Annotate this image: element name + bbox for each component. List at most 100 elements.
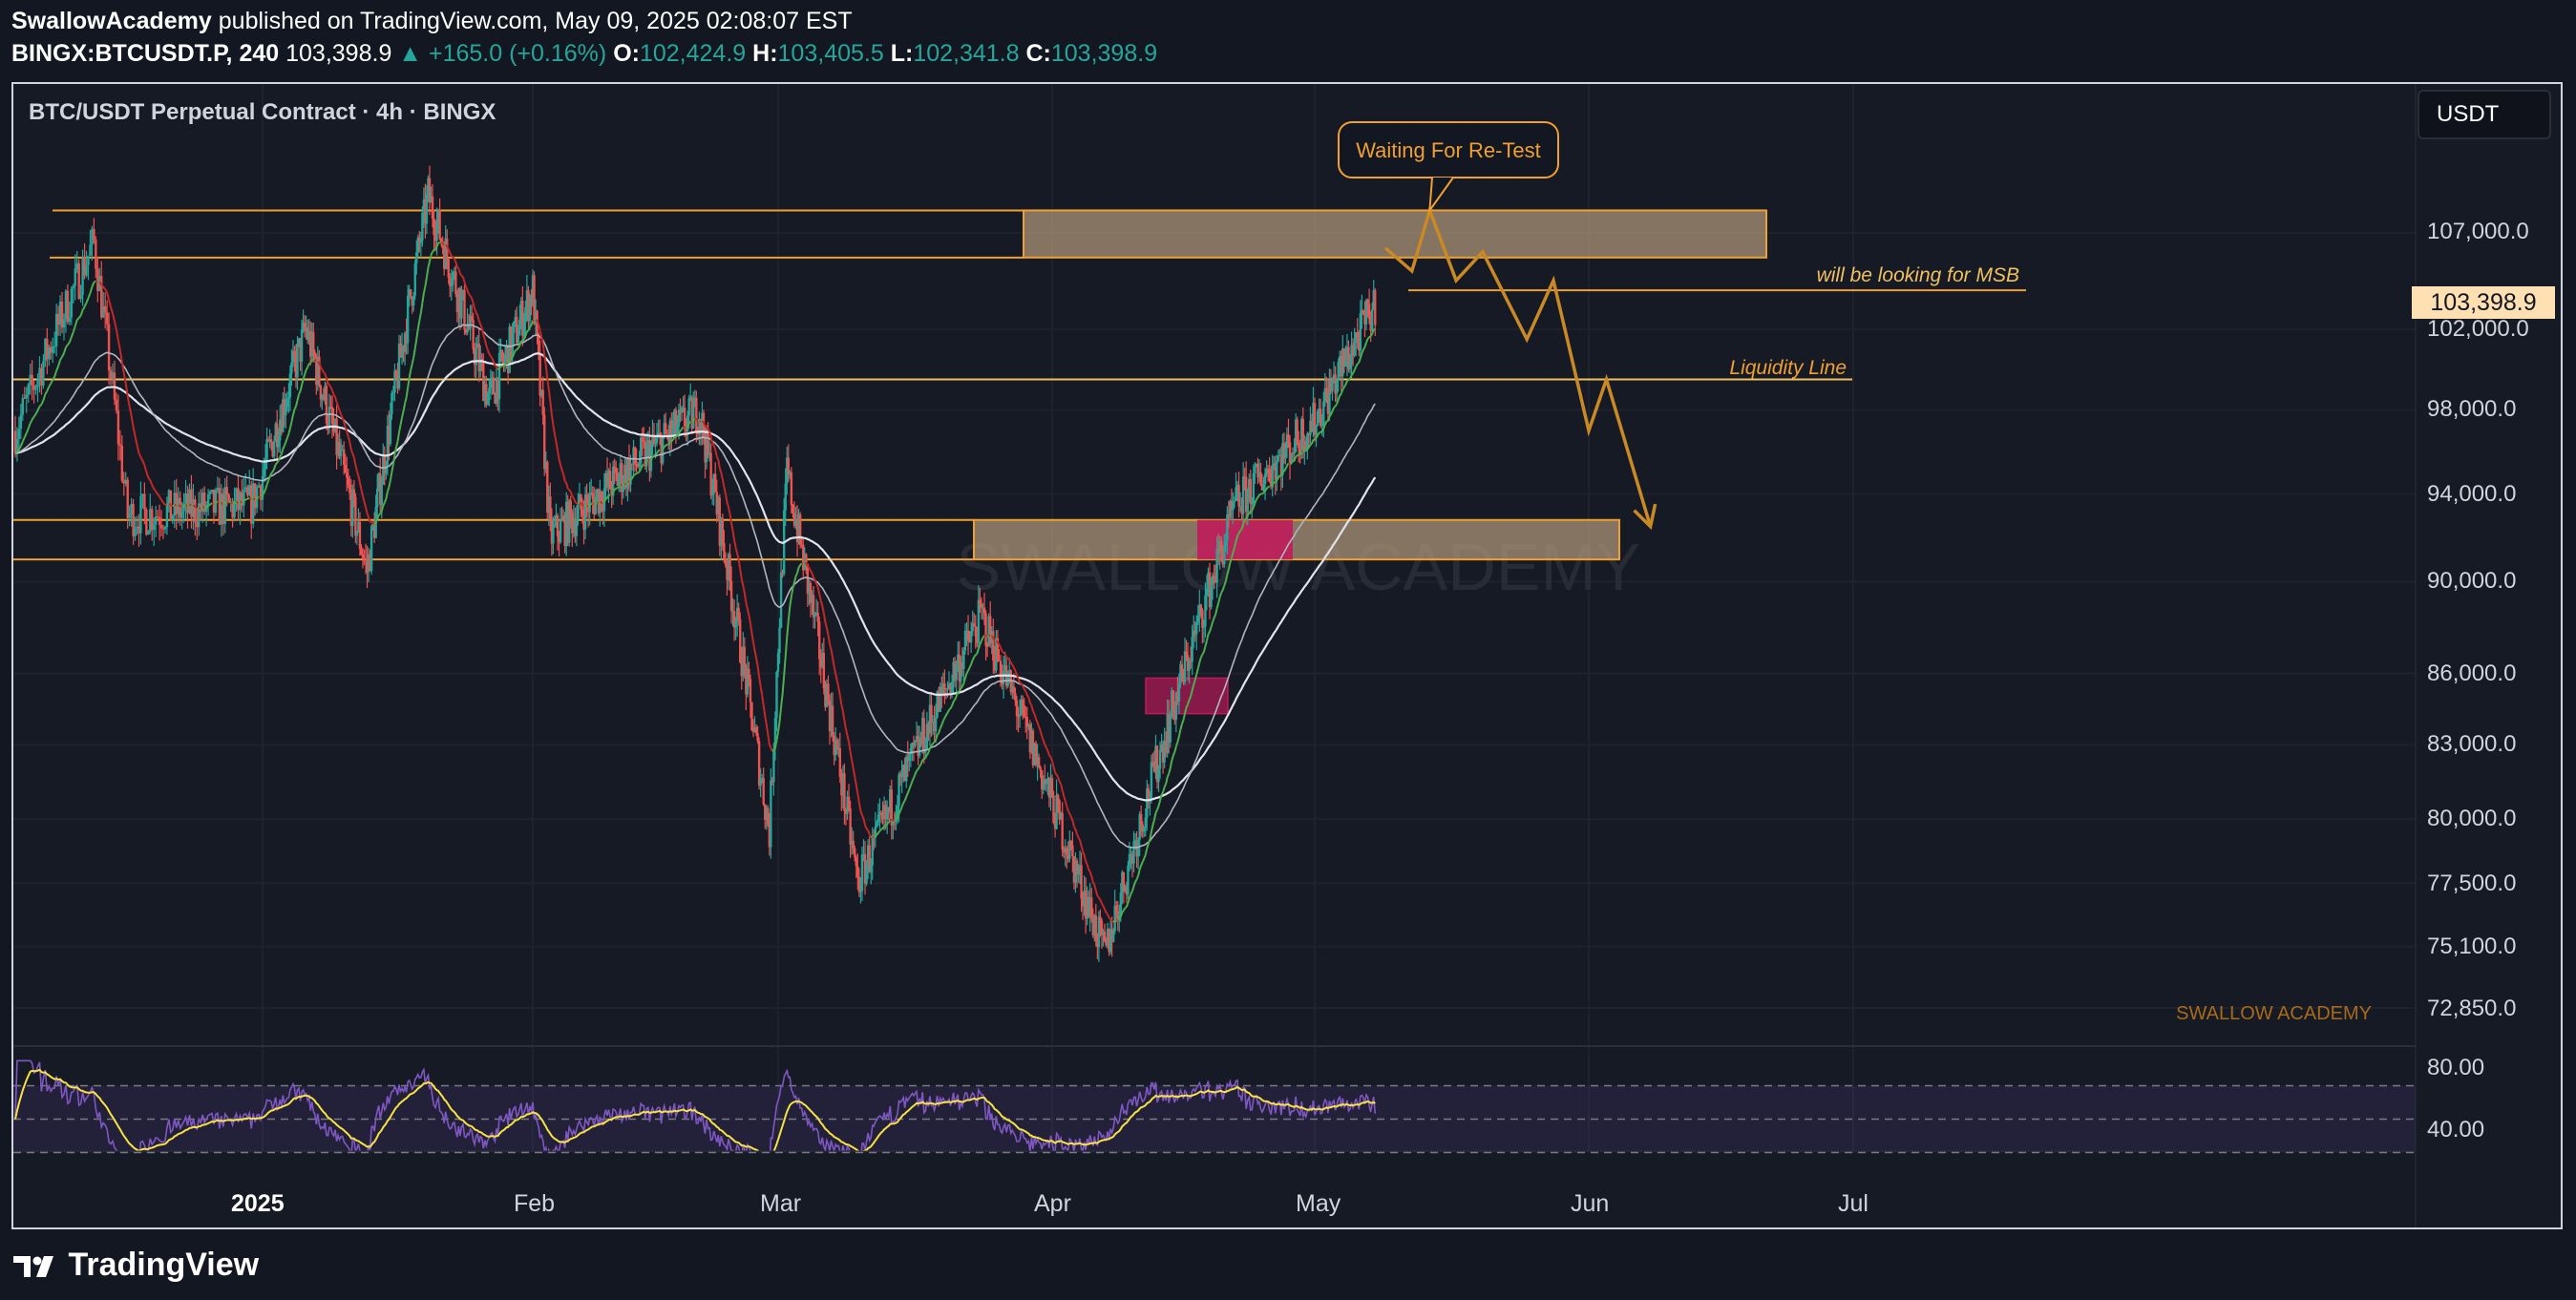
candle-body (712, 473, 715, 494)
ma-20-segment (644, 461, 648, 465)
chart-panel[interactable] (11, 82, 2563, 1229)
ma-20-segment (926, 752, 930, 756)
candle-body (70, 288, 74, 318)
ma-20-segment (1027, 697, 1031, 703)
ma-20-segment (568, 489, 572, 493)
candle-body (748, 668, 750, 680)
ma-20-segment (651, 454, 655, 458)
ma-20-segment (1331, 407, 1335, 412)
ma-20-segment (418, 312, 422, 322)
currency-button[interactable]: USDT (2418, 90, 2551, 139)
candle-body (1355, 332, 1358, 343)
candle-body (658, 432, 662, 434)
candle-body (1199, 604, 1203, 610)
ma-20-segment (873, 835, 876, 838)
ma-20-segment (412, 347, 416, 358)
ma-20-segment (1124, 906, 1128, 910)
candle-body (1241, 476, 1245, 514)
ma-20-segment (899, 807, 903, 811)
ma-20-segment (460, 275, 464, 278)
candle-body (874, 827, 877, 838)
ma-20-segment (174, 503, 178, 507)
ma-20-segment (341, 417, 346, 423)
candle-body (856, 866, 859, 877)
ma-20-segment (1230, 552, 1235, 558)
ma-20-segment (625, 480, 629, 485)
ma-20-segment (337, 406, 341, 411)
candle-body (268, 439, 271, 442)
candle-body (759, 779, 762, 786)
ma-20-segment (230, 501, 234, 505)
ma-20-segment (454, 262, 458, 267)
candle-body (1358, 338, 1361, 351)
candle-body (48, 346, 51, 360)
ma-20-segment (211, 502, 215, 505)
candle-body (583, 494, 587, 530)
ma-20-segment (490, 355, 494, 359)
candle-body (371, 524, 374, 527)
candle-body (775, 671, 778, 719)
ma-20-segment (1244, 517, 1247, 521)
candle-body (1232, 502, 1235, 511)
candle-body (327, 407, 331, 426)
candle-body (408, 289, 411, 296)
candle-body (941, 683, 945, 694)
ma-20-segment (1086, 864, 1090, 870)
candle-body (85, 264, 88, 276)
candle-body (56, 313, 60, 325)
candle-body (405, 333, 408, 344)
candle-body (179, 497, 181, 518)
ma-20-segment (884, 823, 888, 827)
ma-20-segment (1151, 819, 1155, 826)
ma-20-segment (895, 817, 898, 821)
candle-body (754, 727, 758, 734)
symbol-label[interactable]: BINGX:BTCUSDT.P, 240 (11, 40, 280, 67)
candle-body (1273, 463, 1276, 466)
ma-20-segment (1292, 459, 1296, 463)
author-name[interactable]: SwallowAcademy (11, 8, 212, 34)
candle-body (729, 580, 733, 612)
ma-20-segment (742, 585, 746, 594)
ma-20-segment (1038, 725, 1042, 731)
candle-body (19, 414, 23, 430)
ma-20-segment (1242, 518, 1246, 525)
candle-body (288, 373, 292, 398)
chart-grid (13, 84, 2416, 1151)
ma-20-segment (186, 503, 191, 507)
ma-20-segment (1156, 806, 1160, 810)
candle-body (971, 623, 974, 632)
candle-body (710, 493, 714, 496)
ma-20-segment (1220, 589, 1224, 594)
candle-body (949, 683, 952, 695)
ma-20-segment (321, 368, 325, 373)
close-value: 103,398.9 (1050, 40, 1158, 67)
ma-20-segment (233, 500, 238, 505)
ma-20-segment (748, 615, 751, 624)
ma-20-segment (579, 501, 581, 505)
tradingview-logo[interactable]: TradingView (11, 1247, 259, 1284)
ma-20-segment (221, 501, 224, 506)
candle-body (444, 238, 447, 269)
candle-body (1361, 309, 1363, 313)
ma-20-segment (95, 280, 98, 283)
candle-body (919, 738, 922, 745)
candle-body (1269, 480, 1273, 488)
candle-body (93, 228, 95, 240)
ma-20-segment (851, 760, 855, 769)
ma-20-segment (97, 280, 100, 283)
candle-body (963, 630, 967, 651)
rsi-ma-line (14, 1068, 1376, 1151)
candle-body (1218, 541, 1221, 555)
ma-20-segment (1284, 465, 1288, 470)
ma-20-segment (914, 770, 918, 775)
ma-20-segment (360, 489, 364, 496)
candle-body (89, 244, 92, 256)
ma-20-segment (918, 764, 922, 767)
ma-20-segment (335, 402, 340, 407)
candle-body (1208, 572, 1212, 608)
ma-20-segment (1130, 890, 1133, 894)
candle-body (1254, 467, 1256, 474)
candle-body (800, 544, 803, 546)
ma-20-segment (483, 339, 488, 346)
